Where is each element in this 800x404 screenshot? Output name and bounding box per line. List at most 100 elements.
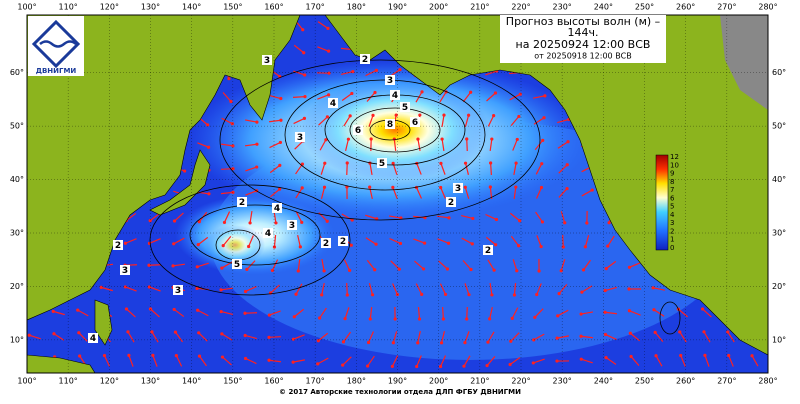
wave-arrow-head bbox=[582, 268, 585, 271]
lon-label: 200° bbox=[429, 377, 448, 386]
contour-label: 4 bbox=[90, 334, 96, 344]
colorbar bbox=[656, 155, 668, 250]
wave-arrow-head bbox=[342, 340, 345, 343]
wave-arrow-head bbox=[346, 293, 349, 296]
lon-label: 220° bbox=[511, 377, 530, 386]
wave-arrow-head bbox=[395, 114, 398, 117]
wave-arrow-head bbox=[294, 293, 297, 296]
wave-arrow-head bbox=[346, 161, 349, 164]
wave-arrow-head bbox=[515, 162, 518, 165]
colorbar-label: 4 bbox=[670, 211, 675, 219]
wave-arrow-head bbox=[540, 162, 543, 165]
lon-label: 140° bbox=[182, 377, 201, 386]
lon-label: 200° bbox=[429, 3, 448, 12]
wave-arrow-head bbox=[371, 114, 374, 117]
wave-arrow-head bbox=[488, 317, 491, 320]
wave-arrow-head bbox=[374, 243, 377, 246]
wave-arrow-head bbox=[301, 186, 304, 189]
lon-label: 140° bbox=[182, 3, 201, 12]
wave-arrow-head bbox=[198, 355, 201, 358]
wave-arrow-head bbox=[439, 365, 442, 368]
wave-arrow-head bbox=[255, 143, 258, 146]
wave-arrow-head bbox=[543, 94, 546, 97]
wave-arrow-head bbox=[175, 354, 178, 357]
wave-arrow-head bbox=[509, 363, 512, 366]
wave-arrow bbox=[563, 235, 564, 247]
wave-arrow-head bbox=[323, 186, 326, 189]
wave-arrow-head bbox=[541, 220, 544, 223]
wave-arrow-head bbox=[489, 185, 492, 188]
contour-label: 2 bbox=[362, 55, 368, 65]
wave-arrow bbox=[269, 337, 281, 338]
colorbar-label: 6 bbox=[670, 194, 675, 202]
valid-time: на 20250924 12:00 ВСВ bbox=[516, 38, 651, 51]
wave-arrow-head bbox=[471, 217, 474, 220]
colorbar-label: 1 bbox=[670, 236, 674, 244]
wave-arrow-head bbox=[750, 354, 753, 357]
lat-label: 30° bbox=[772, 229, 786, 238]
lat-label: 50° bbox=[772, 122, 786, 131]
wave-arrow bbox=[467, 307, 468, 319]
wave-arrow-head bbox=[255, 165, 258, 168]
contour-label: 2 bbox=[340, 237, 346, 247]
wave-arrow-head bbox=[563, 221, 566, 224]
wave-arrow-head bbox=[219, 288, 222, 291]
wave-arrow-head bbox=[174, 331, 177, 334]
wave-arrow-head bbox=[279, 141, 282, 144]
wave-arrow-head bbox=[301, 28, 304, 31]
wave-arrow-head bbox=[513, 293, 516, 296]
wave-arrow-head bbox=[171, 264, 174, 267]
wave-arrow-head bbox=[52, 310, 55, 313]
lon-label: 260° bbox=[676, 377, 695, 386]
wave-arrow-head bbox=[423, 242, 426, 245]
wave-arrow-head bbox=[463, 341, 466, 344]
wave-arrow-head bbox=[147, 264, 150, 267]
lon-label: 210° bbox=[470, 377, 489, 386]
wave-arrow-head bbox=[447, 242, 450, 245]
wave-arrow-head bbox=[493, 269, 496, 272]
lon-label: 250° bbox=[635, 3, 654, 12]
lon-label: 230° bbox=[553, 377, 572, 386]
footer: © 2017 Авторские технологии отдела ДЛП Ф… bbox=[279, 388, 521, 396]
wave-arrow-head bbox=[439, 186, 442, 189]
contour-label: 4 bbox=[265, 229, 271, 239]
lon-label: 110° bbox=[59, 377, 78, 386]
wave-arrow-head bbox=[127, 354, 130, 357]
wave-arrow-head bbox=[52, 332, 55, 335]
wave-arrow-head bbox=[371, 293, 374, 296]
wave-arrow-head bbox=[533, 316, 536, 319]
wave-arrow-head bbox=[467, 114, 470, 117]
wave-arrow-head bbox=[654, 354, 657, 357]
lon-label: 100° bbox=[17, 377, 36, 386]
wave-arrow-head bbox=[207, 192, 210, 195]
lon-label: 130° bbox=[141, 3, 160, 12]
contour-label: 5 bbox=[234, 260, 240, 270]
wave-arrow-head bbox=[326, 27, 329, 30]
wave-arrow-head bbox=[183, 169, 186, 172]
lon-label: 120° bbox=[100, 3, 119, 12]
wave-arrow-head bbox=[278, 164, 281, 167]
wave-arrow-head bbox=[341, 364, 344, 367]
colorbar-label: 0 bbox=[670, 244, 674, 252]
wave-arrow-head bbox=[366, 364, 369, 367]
wave-arrow-head bbox=[271, 269, 274, 272]
wave-arrow-head bbox=[486, 341, 489, 344]
wave-arrow-head bbox=[103, 354, 106, 357]
wave-arrow-head bbox=[542, 116, 545, 119]
wave-arrow-head bbox=[77, 331, 80, 334]
wave-arrow-head bbox=[628, 266, 631, 269]
contour-label: 2 bbox=[448, 198, 454, 208]
wave-arrow-head bbox=[519, 93, 522, 96]
wave-arrow-head bbox=[604, 289, 607, 292]
lon-label: 240° bbox=[594, 3, 613, 12]
wave-arrow-head bbox=[605, 267, 608, 270]
wave-arrow-head bbox=[494, 91, 497, 94]
wave-arrow-head bbox=[556, 337, 559, 340]
wave-arrow-head bbox=[326, 220, 329, 223]
wave-arrow-head bbox=[416, 137, 419, 140]
wave-arrow-head bbox=[243, 312, 246, 315]
wave-arrow-head bbox=[467, 293, 470, 296]
issue-time: от 20250918 12:00 ВСВ bbox=[534, 52, 632, 61]
contour-label: 2 bbox=[115, 241, 121, 251]
logo: ДВНИГМИ bbox=[28, 16, 84, 76]
